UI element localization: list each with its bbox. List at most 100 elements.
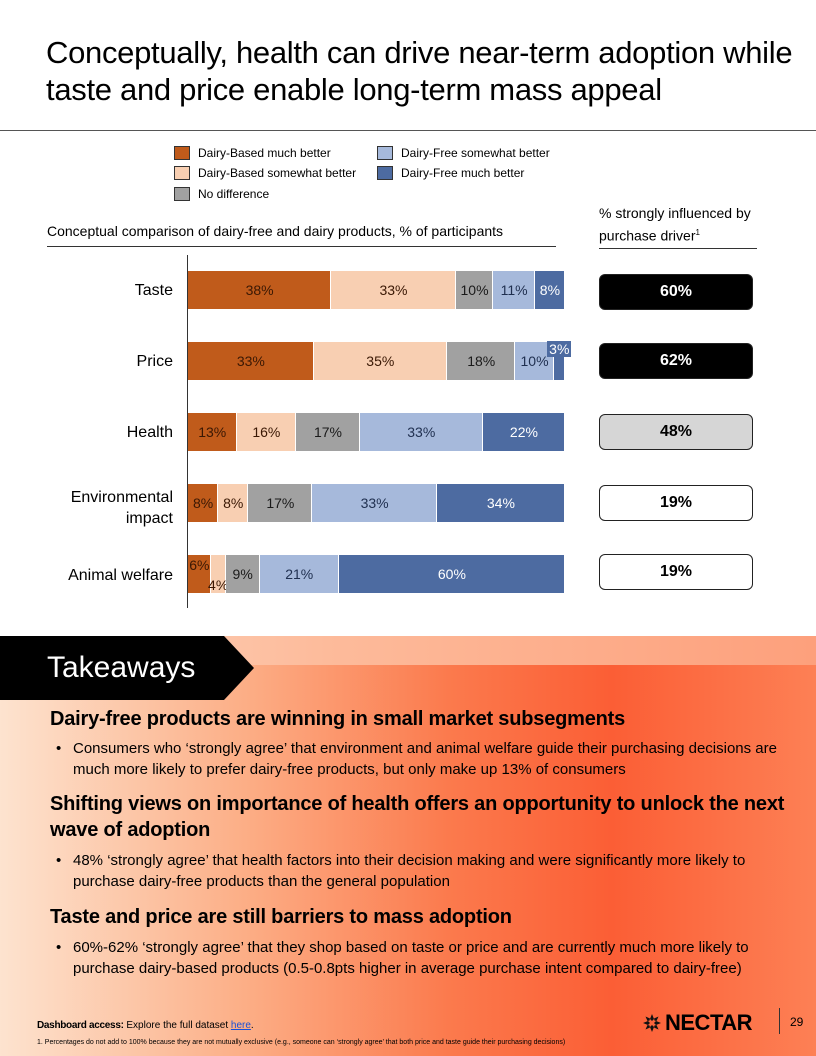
data-label: 17% xyxy=(313,424,342,440)
nectar-logo: NECTAR xyxy=(642,1010,753,1036)
data-label: 33% xyxy=(379,282,408,298)
page-title: Conceptually, health can drive near-term… xyxy=(46,35,793,107)
takeaway-bullet-text: Consumers who ‘strongly agree’ that envi… xyxy=(73,740,777,778)
bar-segment xyxy=(188,413,237,451)
takeaway-heading: Dairy-free products are winning in small… xyxy=(50,708,626,730)
stacked-bar: 13% 16% 17% 33% 22% xyxy=(188,413,565,451)
data-label: 34% xyxy=(486,495,515,511)
takeaway-heading: Shifting views on importance of health o… xyxy=(50,793,785,841)
legend-label: Dairy-Based somewhat better xyxy=(198,166,357,180)
bar-segment xyxy=(331,271,456,309)
dashboard-access-text: Explore the full dataset xyxy=(126,1020,229,1031)
legend-swatch xyxy=(377,166,393,180)
data-label: 8% xyxy=(192,495,214,511)
legend-swatch xyxy=(174,166,190,180)
legend-label: Dairy-Free somewhat better xyxy=(401,146,550,160)
data-label: 22% xyxy=(509,424,538,440)
bar-segment xyxy=(225,555,260,593)
footnote-marker: 1 xyxy=(695,228,700,237)
bar-segment xyxy=(236,413,297,451)
category-label: Taste xyxy=(134,282,173,299)
legend-swatch xyxy=(377,146,393,160)
legend-item: Dairy-Free much better xyxy=(377,165,524,181)
chart-legend: Dairy-Based much better Dairy-Based some… xyxy=(174,145,594,207)
bar-segment xyxy=(455,271,494,309)
influence-header: % strongly influenced by purchase driver… xyxy=(599,203,759,246)
stacked-bar: 8% 8% 17% 33% 34% xyxy=(188,484,565,522)
takeaway-bullet-text: 60%-62% ‘strongly agree’ that they shop … xyxy=(73,939,749,977)
chart-subtitle: Conceptual comparison of dairy-free and … xyxy=(47,222,503,240)
data-label: 10% xyxy=(520,353,549,369)
bar-segment xyxy=(359,413,483,451)
divider xyxy=(599,248,757,249)
takeaway-heading: Taste and price are still barriers to ma… xyxy=(50,906,512,928)
data-label: 33% xyxy=(360,495,389,511)
data-label: 38% xyxy=(245,282,274,298)
divider xyxy=(47,246,556,247)
stacked-bar: 33% 35% 18% 10% 3% xyxy=(188,341,572,380)
data-label: 9% xyxy=(232,566,253,582)
bar-segment xyxy=(188,484,219,522)
bullet-icon: • xyxy=(56,852,62,869)
bar-segment xyxy=(482,413,565,451)
data-label: 3% xyxy=(547,341,572,357)
legend-label: Dairy-Free much better xyxy=(401,166,525,180)
data-label: 6% xyxy=(189,557,210,573)
bullet-icon: • xyxy=(56,740,62,757)
bar-segment xyxy=(436,484,565,522)
chart-axis-line xyxy=(187,255,188,608)
bar-segment xyxy=(188,342,314,380)
data-label: 21% xyxy=(285,566,314,582)
takeaways-tab xyxy=(0,636,254,700)
category-label: Animal welfare xyxy=(68,567,173,584)
data-label: 10% xyxy=(460,282,489,298)
bar-segment xyxy=(188,555,211,593)
legend-item: Dairy-Based much better xyxy=(174,145,331,161)
influence-header-text: % strongly influenced by purchase driver xyxy=(599,205,751,244)
legend-label: Dairy-Based much better xyxy=(198,146,331,160)
data-label: 35% xyxy=(366,353,395,369)
dashboard-access: Dashboard access: Explore the full datas… xyxy=(37,1020,254,1031)
bar-segment xyxy=(493,271,535,309)
influence-value: 19% xyxy=(599,554,753,590)
footnote: 1. Percentages do not add to 100% becaus… xyxy=(37,1039,566,1046)
influence-value: 48% xyxy=(599,414,753,450)
bar-segment xyxy=(338,555,565,593)
bar-segment xyxy=(553,342,565,380)
divider xyxy=(779,1008,780,1034)
data-label: 13% xyxy=(198,424,227,440)
bar-segment xyxy=(210,555,226,593)
takeaways-background xyxy=(0,665,816,1056)
influence-value: 60% xyxy=(599,274,753,310)
data-label: 8% xyxy=(223,495,244,511)
dashboard-link[interactable]: here xyxy=(230,1020,251,1031)
data-label: 4% xyxy=(208,577,229,593)
category-label: Price xyxy=(136,353,173,370)
dashboard-access-label: Dashboard access: xyxy=(37,1020,124,1031)
bar-segment xyxy=(313,342,447,380)
legend-label: No difference xyxy=(198,187,270,201)
bar-segment xyxy=(259,555,339,593)
bullet-icon: • xyxy=(56,939,62,956)
influence-value: 62% xyxy=(599,343,753,379)
legend-swatch xyxy=(174,146,190,160)
data-label: 16% xyxy=(252,424,281,440)
takeaways-title: Takeaways xyxy=(47,651,196,684)
nectar-logo-text: NECTAR xyxy=(665,1010,753,1035)
bar-segment xyxy=(312,484,437,522)
bar-segment xyxy=(446,342,516,380)
bar-segment xyxy=(296,413,360,451)
dashboard-period: . xyxy=(250,1020,254,1031)
legend-item: Dairy-Based somewhat better xyxy=(174,165,356,181)
bar-segment xyxy=(218,484,249,522)
bar-segment xyxy=(248,484,313,522)
data-label: 8% xyxy=(539,282,561,298)
divider xyxy=(0,130,816,131)
legend-swatch xyxy=(174,187,190,201)
stacked-bar: 6% 4% 9% 21% 60% xyxy=(188,555,565,593)
data-label: 18% xyxy=(467,353,496,369)
page-number: 29 xyxy=(790,1015,804,1029)
legend-item: Dairy-Free somewhat better xyxy=(377,145,550,161)
nectar-logo-icon xyxy=(643,1014,661,1032)
data-label: 33% xyxy=(236,353,265,369)
